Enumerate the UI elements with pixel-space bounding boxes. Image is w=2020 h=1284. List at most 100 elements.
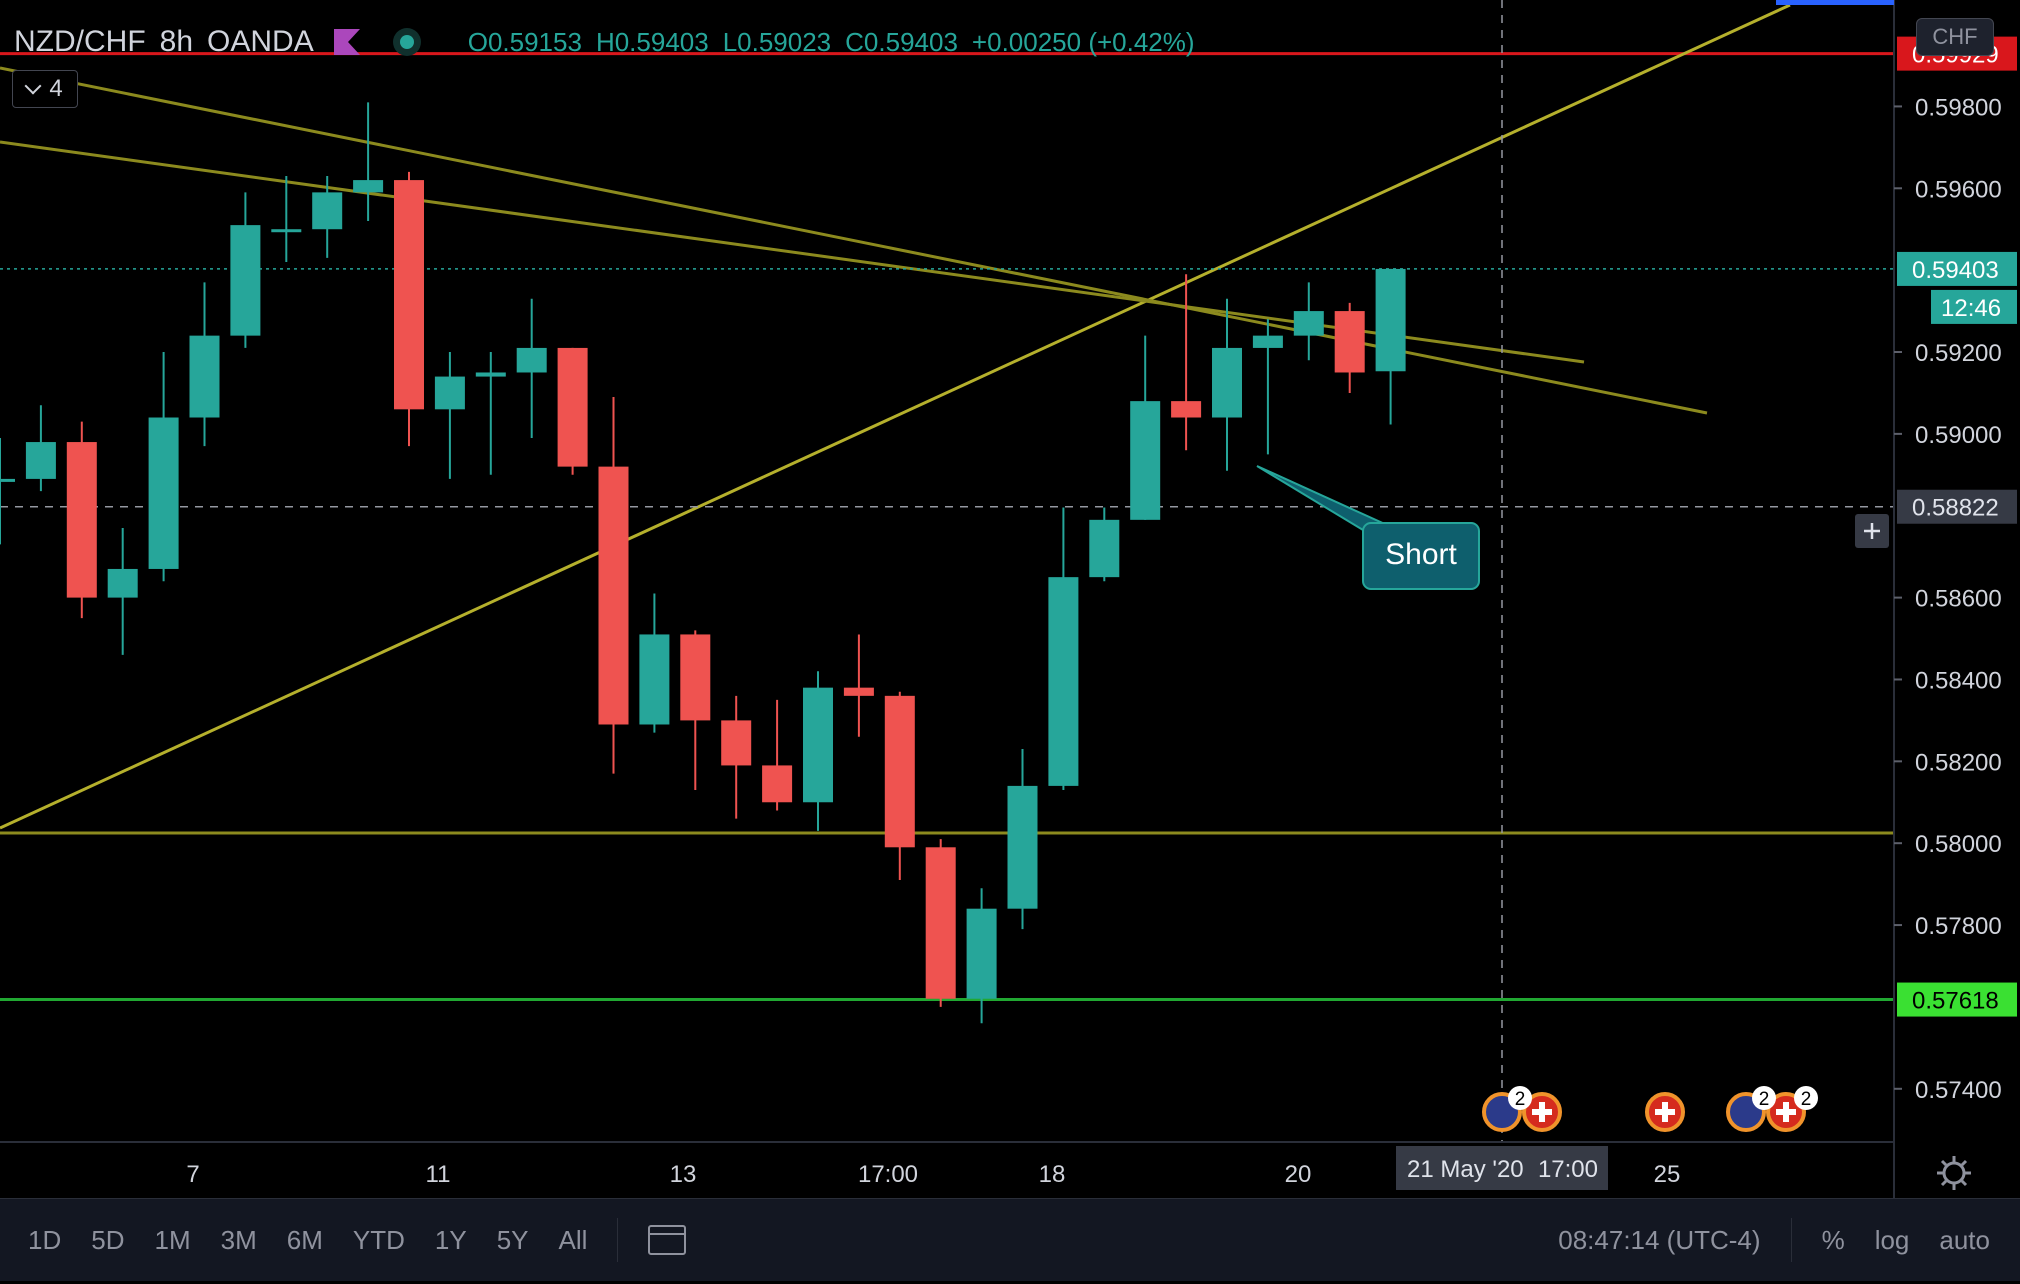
candle-body	[148, 417, 179, 569]
bar-countdown-bg	[1931, 289, 2017, 324]
last-price-label-bg	[1897, 251, 2017, 286]
range-1d-button[interactable]: 1D	[28, 1224, 62, 1255]
price-tick-label: 0.59600	[1915, 176, 2002, 203]
range-5d-button[interactable]: 5D	[91, 1224, 125, 1255]
add-alert-button[interactable]	[1855, 514, 1889, 548]
candle	[1130, 335, 1161, 520]
swiss-cross-icon	[1776, 1102, 1796, 1122]
interval-label[interactable]: 8h	[159, 25, 194, 58]
toolbar-divider	[617, 1218, 619, 1262]
candle	[1171, 274, 1202, 451]
price-tick-label: 0.57400	[1915, 1077, 2002, 1104]
candle-body	[721, 720, 752, 766]
time-tick-label: 18	[1039, 1161, 1066, 1188]
candle	[1293, 282, 1324, 361]
top-accent-bar	[1776, 0, 1894, 5]
candle	[843, 634, 874, 737]
open-value: O0.59153	[467, 26, 582, 57]
candle-body	[1130, 401, 1161, 520]
time-tick-label: 13	[670, 1161, 697, 1188]
candle-body	[762, 765, 793, 803]
candle-body	[803, 687, 833, 803]
time-tick-label: 17:00	[858, 1161, 918, 1188]
candle-body	[925, 847, 956, 999]
candle	[1252, 319, 1283, 455]
log-scale-toggle[interactable]: log	[1874, 1224, 1910, 1255]
candle-body	[25, 442, 56, 479]
short-callout-text: Short	[1385, 538, 1457, 571]
candle	[271, 176, 302, 262]
range-1m-button[interactable]: 1M	[154, 1224, 191, 1255]
flag-icon[interactable]	[333, 29, 360, 55]
time-axis-ticks: 7 11 13 17:00 18 20 25	[186, 1161, 1680, 1188]
ohlc-values: O0.59153 H0.59403 L0.59023 C0.59403 +0.00250…	[468, 27, 1209, 58]
trendline-up[interactable]	[0, 3, 1791, 830]
candle-body	[966, 908, 997, 999]
candle-body	[1171, 401, 1202, 418]
crosshair-time-text: 17:00	[1538, 1156, 1598, 1183]
event-count-badge	[1508, 1086, 1532, 1110]
close-value: C0.59403	[845, 26, 958, 57]
candle-body	[1089, 519, 1120, 578]
currency-badge[interactable]: CHF	[1916, 18, 1994, 56]
candle	[0, 437, 15, 545]
time-tick-label: 11	[426, 1161, 451, 1188]
event-count-badge	[1752, 1086, 1776, 1110]
event-count-badge	[1794, 1086, 1818, 1110]
candle	[107, 528, 138, 655]
candle	[189, 282, 220, 447]
horizontal-levels	[0, 52, 1894, 1002]
candle	[516, 298, 547, 438]
candle	[1375, 268, 1406, 425]
candle-body	[516, 347, 547, 373]
auto-scale-toggle[interactable]: auto	[1939, 1224, 1990, 1255]
indicators-toggle-button[interactable]: 4	[12, 70, 78, 108]
symbol-label[interactable]: NZD/CHF	[14, 25, 146, 58]
candle-body	[1007, 785, 1038, 909]
price-tick-label: 0.58600	[1915, 586, 2002, 613]
range-6m-button[interactable]: 6M	[286, 1224, 323, 1255]
candle-body	[884, 695, 915, 848]
price-scale[interactable]	[1894, 0, 2020, 1142]
go-to-date-icon[interactable]	[648, 1225, 687, 1255]
candle	[25, 405, 56, 492]
candles	[0, 102, 1406, 1024]
percent-scale-toggle[interactable]: %	[1821, 1224, 1845, 1255]
candle-body	[394, 180, 424, 410]
candle	[1212, 298, 1242, 471]
candle	[721, 695, 752, 819]
short-annotation[interactable]: Short	[1256, 465, 1480, 590]
candle	[557, 347, 588, 475]
candle	[598, 397, 629, 774]
range-3m-button[interactable]: 3M	[220, 1224, 257, 1255]
events-strip[interactable]: 2 2 2	[1482, 1086, 1818, 1132]
candle-body	[1252, 335, 1283, 348]
candle-body	[598, 466, 629, 725]
candle-body	[434, 376, 465, 410]
event-count-text: 2	[1759, 1089, 1770, 1110]
price-tick-label: 0.58400	[1915, 667, 2002, 694]
candle	[434, 352, 465, 479]
candle-body	[0, 478, 15, 482]
candle-body	[353, 180, 384, 193]
crosshair-price-label-bg	[1897, 489, 2017, 524]
time-tick-label: 20	[1285, 1161, 1312, 1188]
crosshair-date-label: 21 May '20 17:00	[1396, 1146, 1608, 1190]
range-1y-button[interactable]: 1Y	[434, 1224, 467, 1255]
candle-body	[1212, 347, 1242, 418]
clock-label[interactable]: 08:47:14 (UTC-4)	[1558, 1224, 1761, 1255]
last-price-label: 0.59403	[1912, 257, 1999, 284]
range-all-button[interactable]: All	[558, 1224, 588, 1255]
settings-gear-icon[interactable]	[1937, 1156, 1971, 1190]
support-price-label-bg	[1897, 982, 2017, 1017]
candle	[639, 593, 670, 733]
candle	[66, 421, 97, 619]
candle	[1334, 302, 1365, 393]
high-value: H0.59403	[595, 26, 709, 57]
range-5y-button[interactable]: 5Y	[496, 1224, 529, 1255]
trendline-down-2[interactable]	[0, 66, 1708, 415]
toolbar-divider	[1790, 1218, 1792, 1262]
price-chart[interactable]: Short 2 2 2 0.59800 0.59600 0.59200 0.59000…	[0, 0, 2020, 1198]
range-ytd-button[interactable]: YTD	[352, 1224, 405, 1255]
short-callout-box[interactable]	[1362, 522, 1480, 590]
